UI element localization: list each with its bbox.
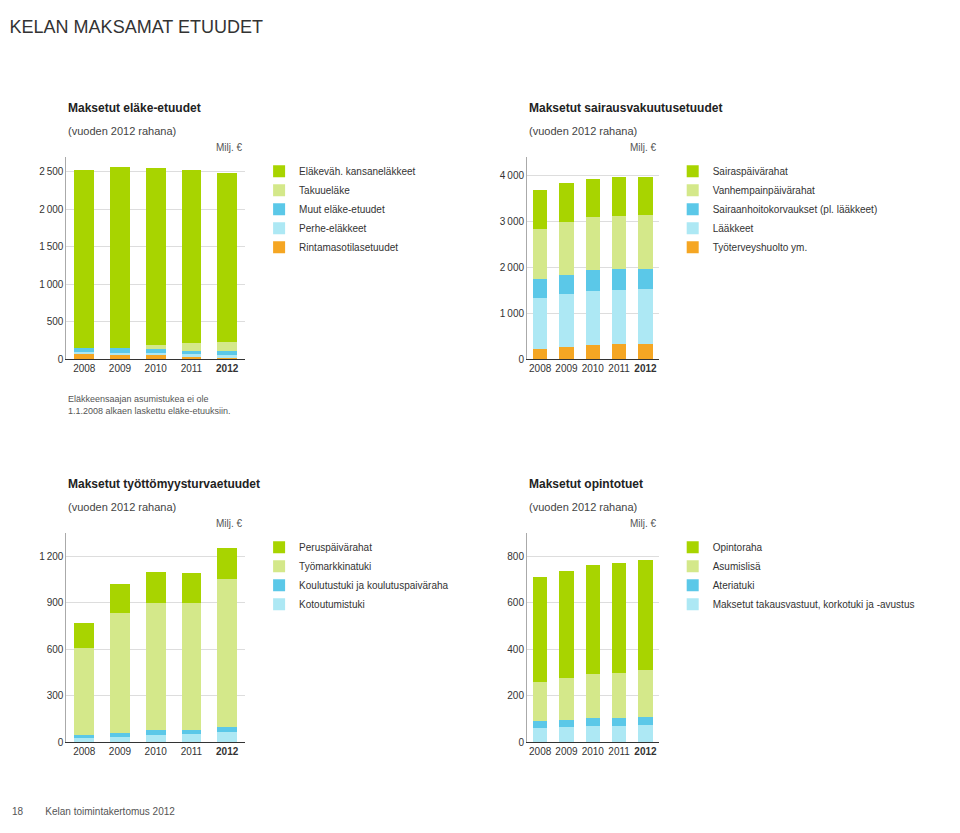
svg-text:2012: 2012 xyxy=(634,363,657,374)
svg-text:200: 200 xyxy=(507,690,524,701)
svg-text:2010: 2010 xyxy=(582,746,605,757)
svg-text:(vuoden 2012 rahana): (vuoden 2012 rahana) xyxy=(529,125,637,137)
svg-text:Sairaanhoitokorvaukset (pl. lä: Sairaanhoitokorvaukset (pl. lääkkeet) xyxy=(713,204,878,215)
svg-text:300: 300 xyxy=(47,690,64,701)
svg-text:2011: 2011 xyxy=(608,363,630,374)
svg-text:2010: 2010 xyxy=(145,363,168,374)
svg-text:0: 0 xyxy=(58,737,64,748)
svg-text:Koulutustuki ja koulutuspaivär: Koulutustuki ja koulutuspaiväraha xyxy=(299,580,448,591)
svg-text:900: 900 xyxy=(47,597,64,608)
svg-text:Kotoutumistuki: Kotoutumistuki xyxy=(299,599,365,610)
svg-text:Rintamasotilasetuudet: Rintamasotilasetuudet xyxy=(299,242,398,253)
svg-text:600: 600 xyxy=(47,644,64,655)
svg-text:2 000: 2 000 xyxy=(39,204,64,215)
svg-text:Opintoraha: Opintoraha xyxy=(713,542,763,553)
svg-text:2010: 2010 xyxy=(582,363,605,374)
svg-text:500: 500 xyxy=(47,316,64,327)
svg-text:0: 0 xyxy=(518,354,524,365)
svg-text:1 000: 1 000 xyxy=(500,308,525,319)
svg-text:Työmarkkinatuki: Työmarkkinatuki xyxy=(299,561,371,572)
svg-text:2 000: 2 000 xyxy=(500,262,525,273)
svg-text:Perhe-eläkkeet: Perhe-eläkkeet xyxy=(299,223,366,234)
svg-text:2012: 2012 xyxy=(216,746,239,757)
svg-text:2008: 2008 xyxy=(73,746,96,757)
svg-text:1 200: 1 200 xyxy=(39,551,64,562)
svg-text:2 500: 2 500 xyxy=(39,166,64,177)
svg-text:Lääkkeet: Lääkkeet xyxy=(713,223,754,234)
svg-text:4 000: 4 000 xyxy=(500,170,525,181)
svg-text:Eläkkeensaajan asumistukea ei: Eläkkeensaajan asumistukea ei ole1.1.200… xyxy=(68,394,231,416)
svg-text:0: 0 xyxy=(518,737,524,748)
svg-text:Muut eläke-etuudet: Muut eläke-etuudet xyxy=(299,204,385,215)
svg-text:600: 600 xyxy=(507,597,524,608)
svg-text:Milj. €: Milj. € xyxy=(630,142,657,153)
svg-text:0: 0 xyxy=(58,354,64,365)
svg-text:2008: 2008 xyxy=(529,746,552,757)
svg-text:2008: 2008 xyxy=(73,363,96,374)
svg-text:2011: 2011 xyxy=(608,746,630,757)
svg-text:1 000: 1 000 xyxy=(39,279,64,290)
svg-text:Ateriatuki: Ateriatuki xyxy=(713,580,755,591)
svg-text:Takuueläke: Takuueläke xyxy=(299,185,350,196)
svg-text:18 Kelan toimintakertom: 18 Kelan toimintakertomus 2012 xyxy=(12,806,175,817)
svg-text:2009: 2009 xyxy=(555,363,578,374)
svg-text:(vuoden 2012 rahana): (vuoden 2012 rahana) xyxy=(68,125,176,137)
svg-text:2009: 2009 xyxy=(109,746,132,757)
svg-text:800: 800 xyxy=(507,551,524,562)
svg-text:Maksetut työttömyysturvaetuude: Maksetut työttömyysturvaetuudet xyxy=(68,477,260,491)
svg-text:Vanhempainpäivärahat: Vanhempainpäivärahat xyxy=(713,185,815,196)
svg-text:Maksetut opintotuet: Maksetut opintotuet xyxy=(529,477,643,491)
svg-text:2011: 2011 xyxy=(181,746,203,757)
svg-text:(vuoden 2012 rahana): (vuoden 2012 rahana) xyxy=(529,501,637,513)
svg-text:400: 400 xyxy=(507,644,524,655)
svg-text:Milj. €: Milj. € xyxy=(630,518,657,529)
svg-text:2012: 2012 xyxy=(634,746,657,757)
svg-text:Maksetut sairausvakuutusetuude: Maksetut sairausvakuutusetuudet xyxy=(529,101,722,115)
svg-text:2008: 2008 xyxy=(529,363,552,374)
svg-text:2009: 2009 xyxy=(555,746,578,757)
svg-text:KELAN MAKSAMAT ETUUDET: KELAN MAKSAMAT ETUUDET xyxy=(10,17,263,37)
svg-text:2010: 2010 xyxy=(145,746,168,757)
svg-text:Sairaspäivärahat: Sairaspäivärahat xyxy=(713,166,788,177)
svg-text:Milj. €: Milj. € xyxy=(216,518,243,529)
svg-text:Maksetut takausvastuut, korkot: Maksetut takausvastuut, korkotuki ja -av… xyxy=(713,599,915,610)
svg-text:2009: 2009 xyxy=(109,363,132,374)
svg-text:Asumislisä: Asumislisä xyxy=(713,561,761,572)
svg-text:Milj. €: Milj. € xyxy=(216,142,243,153)
svg-text:1 500: 1 500 xyxy=(39,241,64,252)
svg-text:2012: 2012 xyxy=(216,363,239,374)
svg-text:Eläkeväh. kansaneläkkeet: Eläkeväh. kansaneläkkeet xyxy=(299,166,415,177)
svg-text:2011: 2011 xyxy=(181,363,203,374)
svg-text:(vuoden 2012 rahana): (vuoden 2012 rahana) xyxy=(68,501,176,513)
svg-text:Maksetut eläke-etuudet: Maksetut eläke-etuudet xyxy=(68,101,201,115)
svg-text:Peruspäivärahat: Peruspäivärahat xyxy=(299,542,372,553)
svg-text:3 000: 3 000 xyxy=(500,216,525,227)
svg-text:Työterveyshuolto ym.: Työterveyshuolto ym. xyxy=(713,242,807,253)
